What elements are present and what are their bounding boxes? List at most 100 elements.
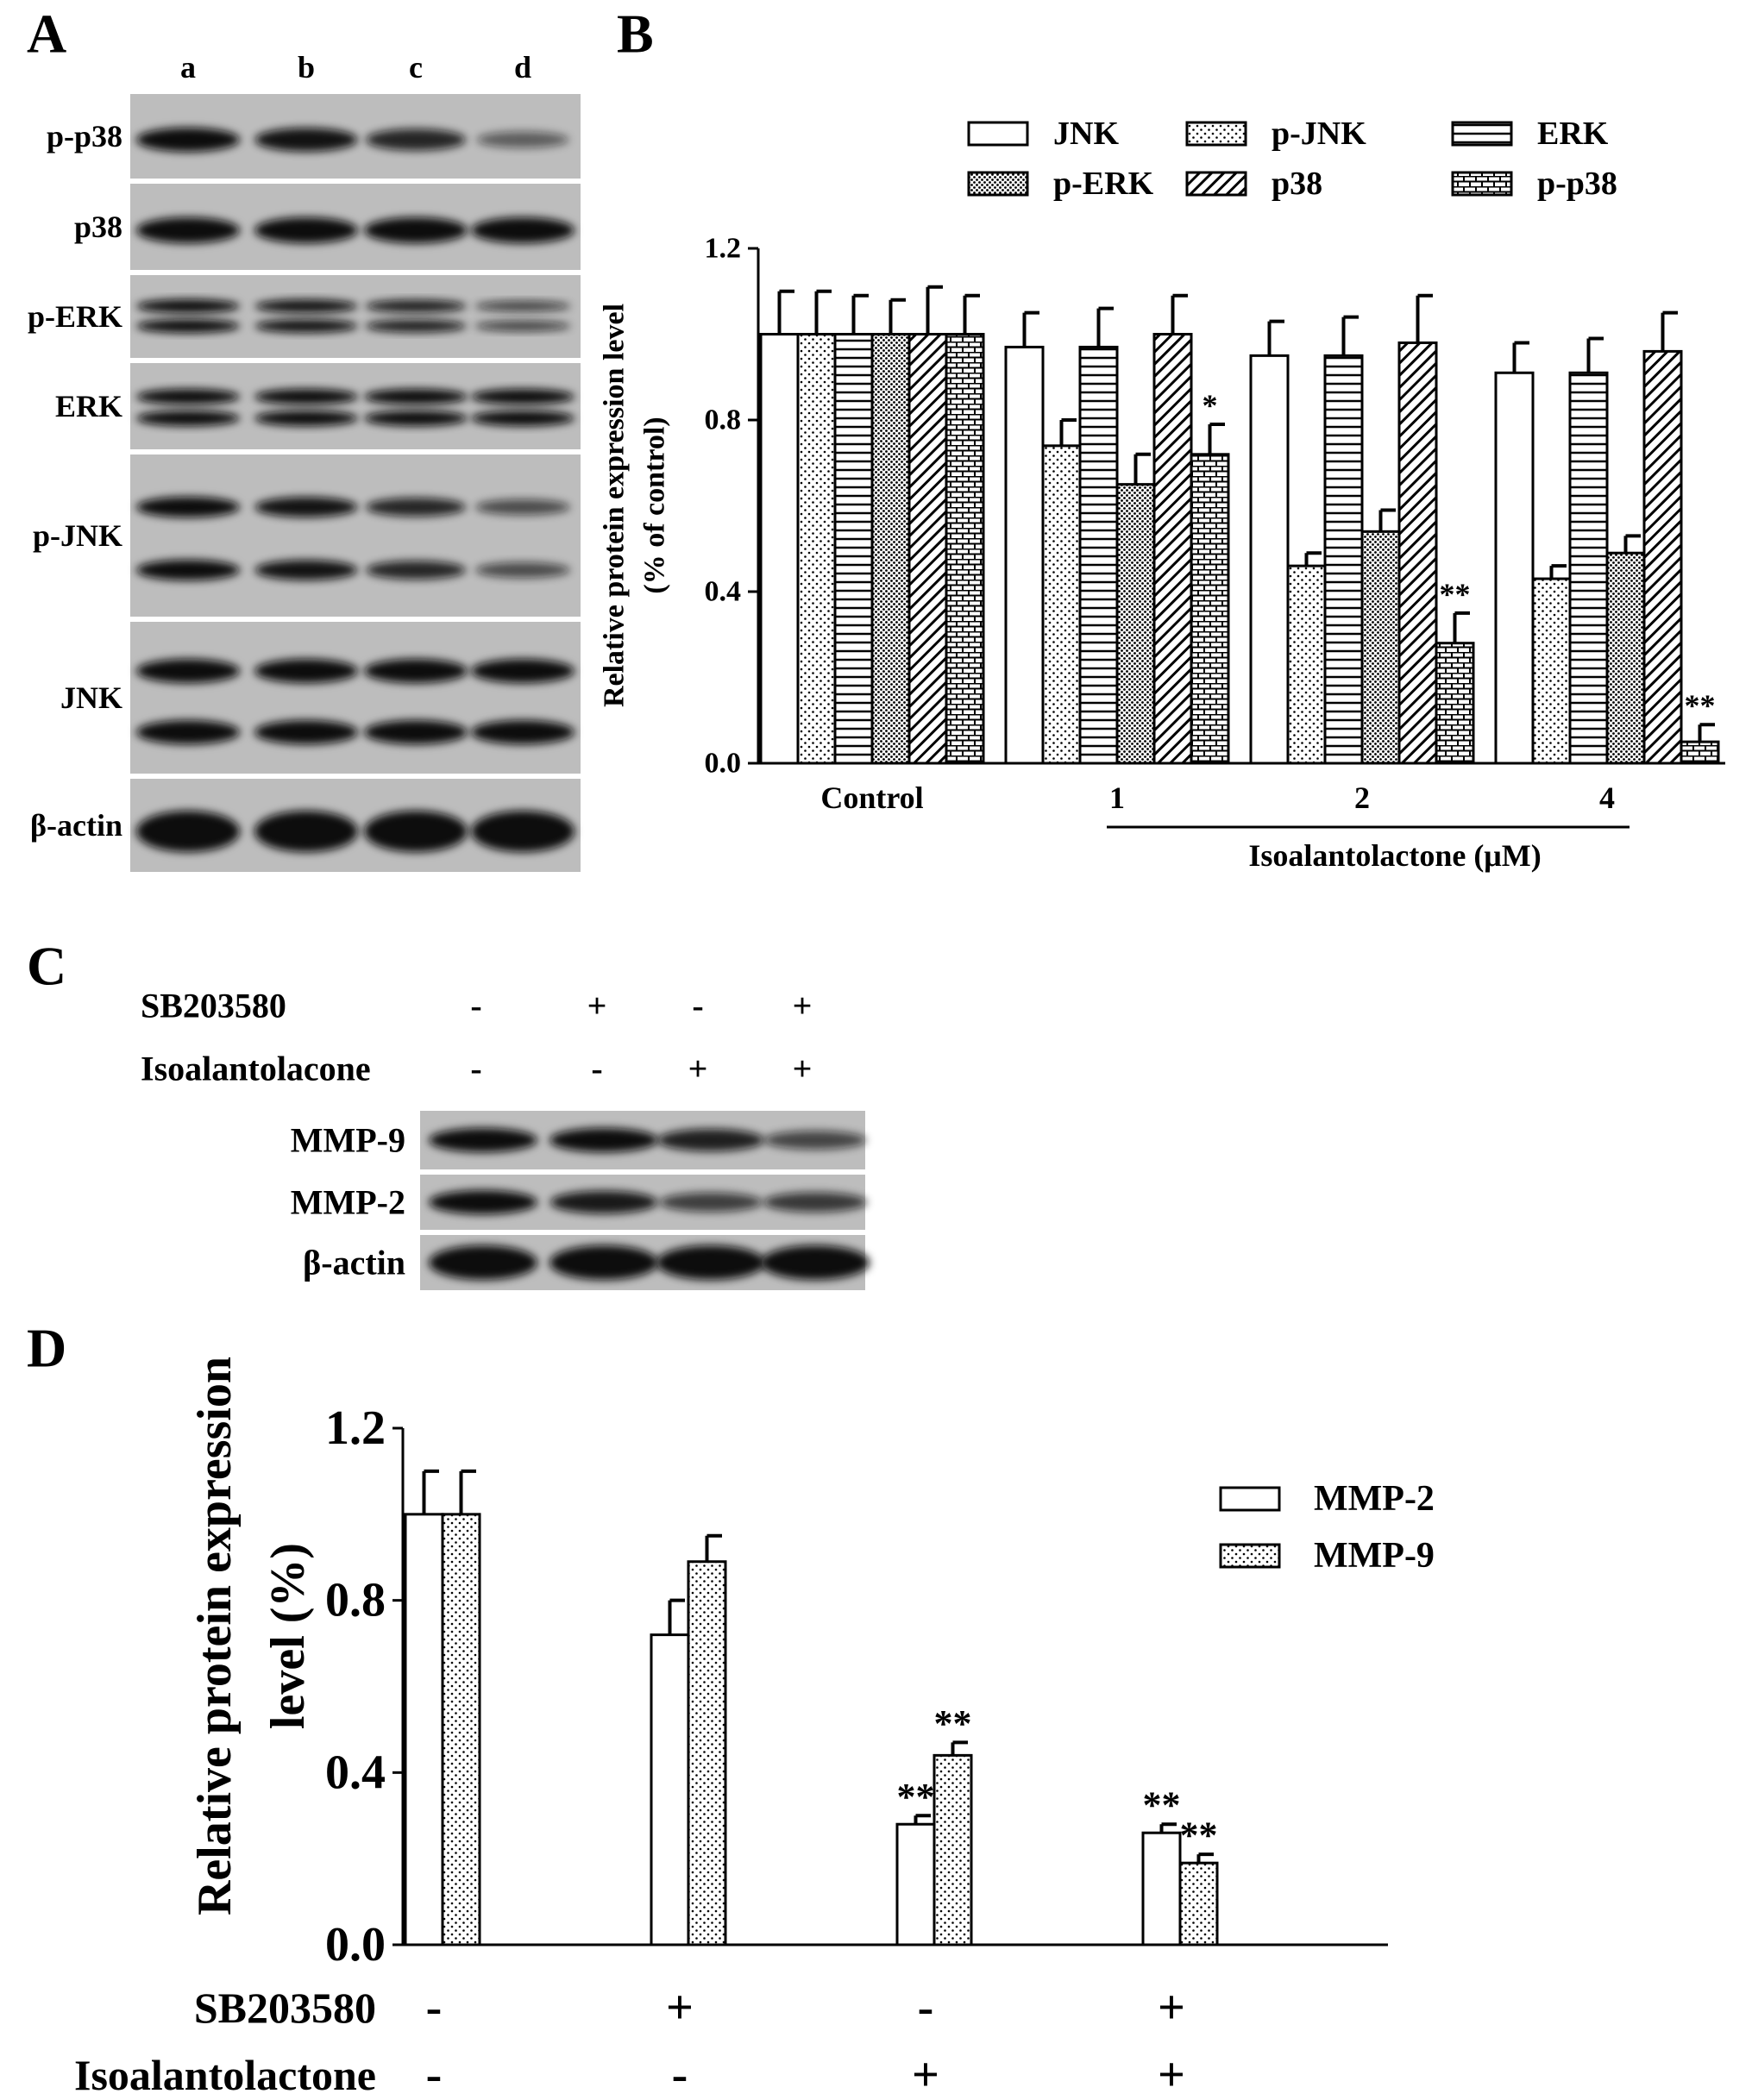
blot-band — [136, 659, 240, 683]
bar — [687, 1560, 727, 1946]
blot-band — [474, 320, 571, 332]
blot-band — [549, 1190, 658, 1214]
bar — [404, 1513, 444, 1946]
bar — [1249, 354, 1290, 765]
y-tick-label: 1.2 — [705, 233, 742, 265]
blot-strip — [130, 275, 581, 358]
significance: ** — [1440, 577, 1471, 611]
error-bar — [1623, 534, 1641, 554]
blot-row-label: MMP-2 — [291, 1183, 405, 1222]
blot-band — [364, 217, 468, 243]
significance: ** — [1143, 1784, 1181, 1827]
condition-sign: + — [1158, 1981, 1185, 2034]
x-tick-label: 1 — [1109, 780, 1125, 815]
condition-sign: + — [793, 1050, 813, 1088]
error-bar — [1059, 418, 1077, 446]
error-bar — [1512, 341, 1529, 373]
blot-band — [471, 411, 575, 426]
blot-band — [471, 720, 575, 744]
blot-band — [763, 1131, 867, 1150]
error-bar — [1586, 336, 1604, 373]
y-axis-label: (% of control) — [639, 417, 671, 593]
legend-swatch — [1185, 121, 1247, 147]
legend-swatch — [1185, 171, 1247, 197]
condition-label: Isoalantolacone — [141, 1050, 371, 1088]
blot-row-label: β-actin — [303, 1244, 405, 1282]
error-bar — [1378, 508, 1396, 532]
bar — [1078, 345, 1119, 765]
bar — [1568, 371, 1609, 765]
condition-label: Isoalantolactone — [74, 2051, 376, 2099]
significance: ** — [934, 1702, 972, 1745]
panel-label: D — [27, 1318, 66, 1379]
panel-label: A — [27, 3, 66, 65]
legend-label: p-JNK — [1272, 116, 1366, 152]
lane-label: d — [514, 50, 531, 85]
error-bar — [1304, 551, 1322, 567]
y-axis-label: Relative protein expression — [188, 1357, 242, 1915]
bar — [1004, 345, 1045, 765]
condition-sign: - — [470, 1050, 481, 1088]
condition-sign: + — [912, 2048, 939, 2100]
blot-band — [254, 389, 358, 404]
blot-row-label: p-p38 — [47, 119, 122, 154]
error-bar — [1096, 306, 1114, 348]
y-tick-label: 0.4 — [705, 576, 742, 608]
x-tick-label: 2 — [1354, 780, 1370, 815]
bar — [1397, 341, 1438, 765]
error-bar — [1341, 315, 1359, 356]
condition-sign: - — [672, 2048, 688, 2100]
blot-band — [136, 411, 240, 426]
condition-sign: - — [918, 1981, 934, 2034]
blot-band — [254, 299, 358, 313]
blot-row-label: β-actin — [30, 808, 122, 843]
x-tick-label: 4 — [1599, 780, 1615, 815]
bar — [945, 333, 985, 765]
bar — [1494, 371, 1535, 765]
bar — [1115, 483, 1156, 765]
blot-band — [471, 217, 575, 243]
bar — [441, 1513, 481, 1946]
blot-band — [254, 560, 358, 580]
condition-label: SB203580 — [194, 1984, 376, 2032]
legend-swatch — [1451, 171, 1513, 197]
bar — [1680, 740, 1720, 765]
blot-band — [364, 811, 468, 852]
y-tick-label: 0.0 — [325, 1918, 386, 1971]
blot-band — [366, 498, 466, 517]
error-bar — [1208, 422, 1225, 454]
bar — [796, 333, 837, 765]
bar — [1435, 642, 1475, 765]
error-bar — [814, 289, 832, 335]
bar — [1041, 444, 1082, 765]
bar — [650, 1633, 690, 1946]
blot-band — [136, 497, 240, 517]
bar — [759, 333, 800, 765]
condition-sign: + — [688, 1050, 708, 1088]
legend-label: p-ERK — [1053, 166, 1154, 202]
bar — [1178, 1861, 1219, 1946]
legend-label: ERK — [1537, 116, 1609, 152]
condition-sign: - — [426, 2048, 443, 2100]
bar — [1190, 453, 1230, 765]
blot-band — [364, 411, 468, 426]
error-bar — [1171, 293, 1188, 335]
error-bar — [1267, 319, 1284, 356]
error-bar — [422, 1469, 439, 1514]
blot-row-label: JNK — [60, 680, 122, 715]
blot-band — [475, 562, 570, 578]
bar — [1141, 1831, 1182, 1946]
significance: ** — [1180, 1815, 1218, 1857]
condition-label: SB203580 — [141, 987, 286, 1025]
blot-band — [471, 389, 575, 404]
legend-label: MMP-2 — [1314, 1479, 1435, 1519]
error-bar — [889, 298, 906, 335]
bar — [1286, 564, 1327, 765]
blot-band — [657, 1129, 764, 1151]
lane-label: a — [180, 50, 196, 85]
condition-sign: - — [470, 987, 481, 1025]
blot-row-label: ERK — [55, 389, 122, 423]
significance: ** — [897, 1776, 935, 1818]
blot-band — [365, 319, 467, 333]
